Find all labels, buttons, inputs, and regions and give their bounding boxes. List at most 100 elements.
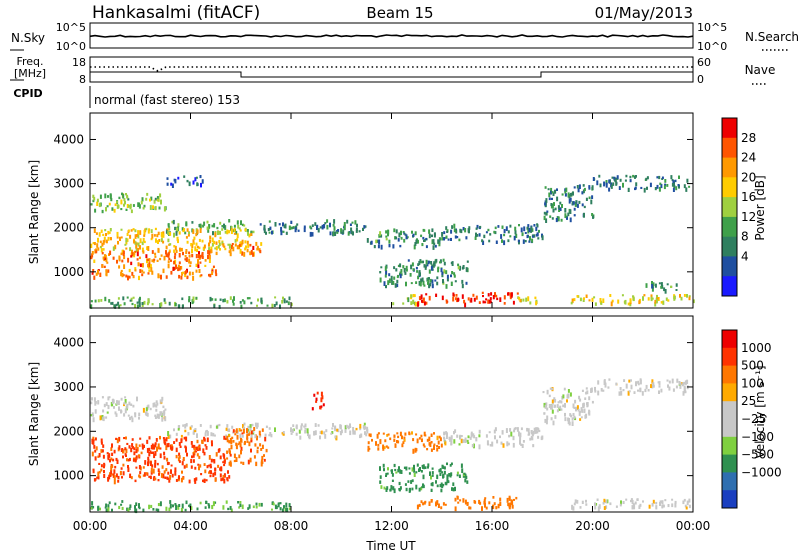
scatter-cell <box>163 438 166 441</box>
scatter-cell <box>642 296 644 301</box>
scatter-cell <box>440 506 443 510</box>
scatter-cell <box>116 400 118 405</box>
scatter-cell <box>92 414 94 417</box>
scatter-cell <box>427 466 429 469</box>
scatter-cell <box>200 473 203 476</box>
scatter-cell <box>113 449 116 454</box>
scatter-cell <box>137 454 140 458</box>
scatter-cell <box>208 242 210 247</box>
scatter-cell <box>110 457 113 461</box>
scatter-cell <box>634 175 636 179</box>
scatter-cell <box>535 427 538 431</box>
scatter-cell <box>563 387 566 391</box>
x-tick-label: 00:00 <box>73 519 108 533</box>
scatter-cell <box>425 293 428 296</box>
scatter-cell <box>639 378 642 381</box>
scatter-cell <box>246 428 248 433</box>
scatter-cell <box>184 231 187 235</box>
scatter-cell <box>114 304 117 309</box>
scatter-cell <box>410 294 413 298</box>
scatter-cell <box>530 226 533 232</box>
scatter-cell <box>199 261 202 264</box>
scatter-cell <box>103 463 106 467</box>
scatter-cell <box>201 439 204 444</box>
y-tick-label: 1000 <box>53 469 84 483</box>
scatter-cell <box>583 408 586 413</box>
scatter-cell <box>249 457 252 463</box>
scatter-cell <box>672 388 675 392</box>
scatter-cell <box>239 249 242 254</box>
scatter-cell <box>183 175 186 178</box>
scatter-cell <box>166 443 169 448</box>
scatter-cell <box>585 391 588 395</box>
scatter-cell <box>226 229 229 235</box>
colorbar-tick-label: 28 <box>741 131 756 145</box>
scatter-cell <box>659 500 662 504</box>
scatter-cell <box>101 242 104 247</box>
scatter-cell <box>128 507 131 511</box>
scatter-cell <box>174 245 177 251</box>
scatter-cell <box>637 380 640 384</box>
scatter-cell <box>487 228 490 232</box>
scatter-cell <box>294 227 297 233</box>
scatter-cell <box>649 182 652 188</box>
scatter-cell <box>645 384 648 389</box>
colorbar-segment <box>722 419 737 438</box>
scatter-cell <box>433 261 436 266</box>
scatter-cell <box>124 396 127 399</box>
scatter-cell <box>99 415 102 421</box>
scatter-cell <box>671 503 674 508</box>
scatter-cell <box>546 389 549 395</box>
scatter-cell <box>552 192 555 196</box>
scatter-cell <box>234 433 237 436</box>
scatter-cell <box>426 263 429 267</box>
scatter-cell <box>474 236 477 240</box>
scatter-cell <box>675 283 678 287</box>
scatter-cell <box>457 263 460 267</box>
scatter-cell <box>170 259 172 262</box>
scatter-cell <box>577 188 580 193</box>
scatter-cell <box>111 443 113 448</box>
scatter-cell <box>225 434 228 439</box>
scatter-cell <box>240 304 243 309</box>
scatter-cell <box>145 472 148 475</box>
scatter-cell <box>94 401 97 404</box>
scatter-cell <box>111 207 114 211</box>
scatter-cell <box>250 437 253 442</box>
scatter-cell <box>450 442 453 446</box>
scatter-cell <box>564 412 566 417</box>
scatter-cell <box>134 234 137 239</box>
scatter-cell <box>222 243 225 247</box>
nsky-label: N.Sky <box>11 31 45 45</box>
scatter-cell <box>635 182 638 187</box>
scatter-cell <box>324 434 327 439</box>
scatter-cell <box>478 434 481 438</box>
scatter-cell <box>185 446 187 450</box>
scatter-cell <box>368 447 371 450</box>
scatter-cell <box>440 443 443 448</box>
scatter-cell <box>450 274 452 278</box>
scatter-cell <box>151 303 154 306</box>
scatter-cell <box>489 233 492 236</box>
scatter-cell <box>165 252 168 258</box>
scatter-band <box>443 223 544 246</box>
scatter-cell <box>230 440 233 445</box>
scatter-cell <box>127 414 130 417</box>
scatter-cell <box>168 477 171 483</box>
scatter-cell <box>382 432 385 435</box>
scatter-cell <box>231 436 234 440</box>
scatter-cell <box>400 269 403 273</box>
scatter-cell <box>224 230 227 234</box>
scatter-cell <box>263 224 266 230</box>
scatter-cell <box>122 455 124 459</box>
scatter-cell <box>334 435 337 439</box>
scatter-cell <box>140 451 143 455</box>
scatter-cell <box>485 231 488 234</box>
scatter-cell <box>113 406 115 409</box>
scatter-cell <box>175 454 178 459</box>
scatter-cell <box>279 502 282 505</box>
scatter-cell <box>430 266 433 271</box>
scatter-cell <box>139 245 141 250</box>
scatter-cell <box>105 416 108 419</box>
